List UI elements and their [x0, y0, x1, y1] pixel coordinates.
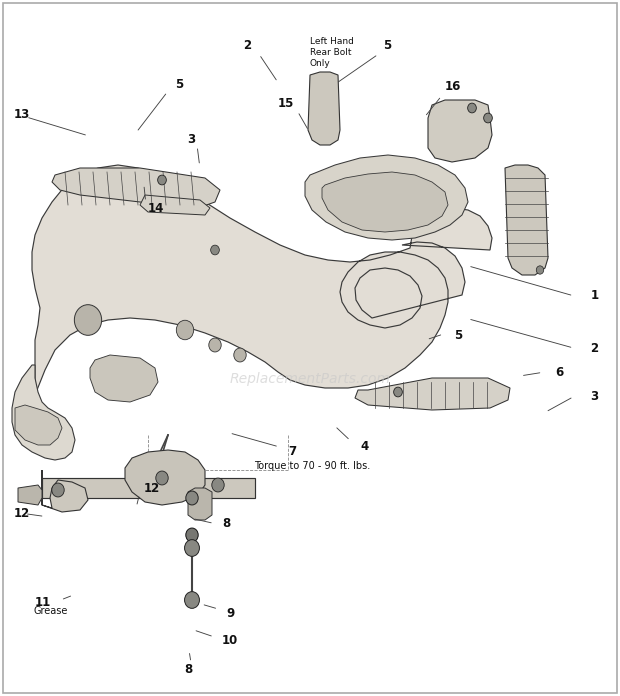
- Text: 3: 3: [187, 133, 195, 145]
- Polygon shape: [18, 485, 42, 505]
- Polygon shape: [308, 72, 340, 145]
- Text: ReplacementParts.com: ReplacementParts.com: [229, 372, 391, 386]
- Text: 3: 3: [590, 390, 598, 403]
- Polygon shape: [505, 165, 548, 275]
- Polygon shape: [140, 195, 210, 215]
- Polygon shape: [355, 378, 510, 410]
- Text: Grease: Grease: [33, 606, 68, 616]
- Text: 10: 10: [222, 634, 238, 647]
- Polygon shape: [428, 100, 492, 162]
- Text: 15: 15: [278, 97, 294, 109]
- Polygon shape: [90, 355, 158, 402]
- Text: 6: 6: [555, 366, 563, 379]
- Circle shape: [156, 471, 168, 485]
- Circle shape: [185, 592, 200, 608]
- Circle shape: [157, 175, 166, 185]
- Text: 4: 4: [361, 441, 369, 453]
- Circle shape: [176, 320, 193, 340]
- Circle shape: [212, 478, 224, 492]
- Text: 11: 11: [35, 596, 51, 608]
- Text: Torque to 70 - 90 ft. lbs.: Torque to 70 - 90 ft. lbs.: [254, 461, 371, 471]
- Polygon shape: [188, 488, 212, 520]
- Circle shape: [209, 338, 221, 352]
- Text: 8: 8: [184, 663, 192, 676]
- Circle shape: [52, 483, 64, 497]
- Text: 2: 2: [243, 39, 251, 52]
- Polygon shape: [32, 165, 492, 395]
- Polygon shape: [52, 168, 220, 208]
- Polygon shape: [42, 478, 255, 498]
- Polygon shape: [125, 450, 205, 505]
- Text: 12: 12: [144, 482, 160, 495]
- Circle shape: [484, 113, 492, 123]
- Text: 16: 16: [445, 81, 461, 93]
- Circle shape: [186, 491, 198, 505]
- Circle shape: [211, 245, 219, 255]
- Circle shape: [394, 387, 402, 397]
- Text: 7: 7: [288, 445, 296, 457]
- Text: 5: 5: [175, 79, 184, 91]
- Text: 1: 1: [590, 290, 598, 302]
- Text: 9: 9: [226, 608, 234, 620]
- Polygon shape: [15, 405, 62, 445]
- Text: 2: 2: [590, 342, 598, 354]
- Circle shape: [185, 539, 200, 556]
- Circle shape: [536, 266, 544, 274]
- Text: 8: 8: [222, 517, 230, 530]
- Polygon shape: [12, 365, 75, 460]
- Polygon shape: [305, 155, 468, 240]
- Polygon shape: [322, 172, 448, 232]
- Circle shape: [234, 348, 246, 362]
- Text: 14: 14: [148, 203, 164, 215]
- Text: 5: 5: [383, 39, 391, 52]
- Text: 13: 13: [14, 109, 30, 121]
- Polygon shape: [42, 470, 88, 512]
- Text: Left Hand
Rear Bolt
Only: Left Hand Rear Bolt Only: [310, 37, 354, 68]
- Text: 5: 5: [454, 329, 462, 342]
- Circle shape: [467, 103, 476, 113]
- Circle shape: [74, 305, 102, 335]
- Text: 12: 12: [14, 507, 30, 520]
- Circle shape: [186, 528, 198, 542]
